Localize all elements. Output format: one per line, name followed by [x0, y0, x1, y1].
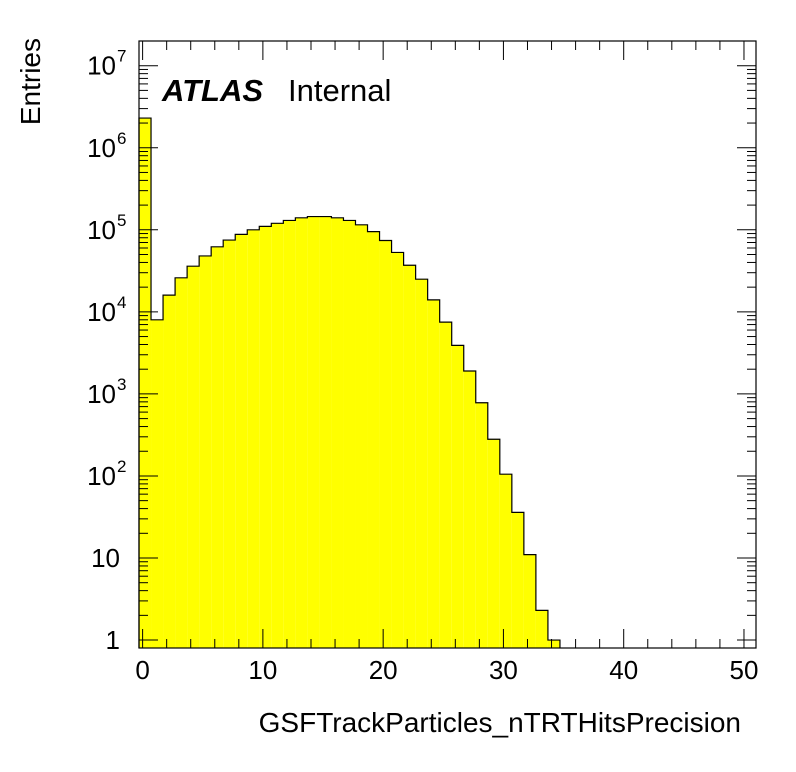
histogram-bin [223, 240, 236, 649]
y-tick-label: 1 [106, 625, 120, 655]
histogram-bin [199, 255, 212, 648]
histogram-bin [187, 266, 200, 648]
histogram-bin [535, 610, 548, 648]
histogram-bin [511, 512, 524, 648]
y-tick-exponent: 6 [117, 129, 126, 148]
histogram-bin [475, 402, 488, 648]
histogram-bin [367, 231, 380, 648]
histogram-bin [151, 319, 164, 648]
x-tick-label: 0 [135, 655, 149, 685]
histogram-bin [415, 279, 428, 648]
histogram-bin [547, 640, 560, 648]
histogram-bin [163, 295, 176, 648]
y-tick-label: 10 [87, 461, 116, 491]
histogram-bin [247, 229, 260, 649]
histogram-bin [343, 220, 356, 648]
x-axis-title: GSFTrackParticles_nTRTHitsPrecision [259, 707, 741, 738]
histogram-bin [499, 474, 512, 648]
histogram-bin [427, 299, 440, 648]
histogram-bin [259, 226, 272, 648]
histogram-outline [138, 117, 561, 648]
y-tick-label: 10 [91, 543, 120, 573]
histogram-bin [391, 252, 404, 649]
histogram-bin [211, 246, 224, 648]
histogram-bin [451, 345, 464, 648]
atlas-label: ATLAS [161, 73, 263, 108]
histogram-bin [403, 265, 416, 648]
histogram-bin [139, 118, 152, 648]
internal-label: Internal [288, 73, 391, 108]
y-tick-exponent: 7 [117, 47, 126, 66]
y-tick-exponent: 3 [117, 375, 126, 394]
histogram-bin [175, 277, 188, 648]
x-tick-label: 10 [248, 655, 277, 685]
x-tick-label: 20 [369, 655, 398, 685]
histogram-bin [295, 217, 308, 648]
y-tick-exponent: 2 [117, 457, 126, 476]
histogram-bin [331, 217, 344, 648]
y-tick-label: 10 [87, 379, 116, 409]
histogram-bin [235, 234, 248, 648]
histogram-bin [355, 224, 368, 648]
axis-ticks [139, 40, 756, 648]
histogram-bin [271, 223, 284, 649]
histogram-bars [138, 117, 561, 649]
x-tick-label: 50 [730, 655, 759, 685]
histogram-bin [307, 216, 320, 648]
x-tick-label: 40 [609, 655, 638, 685]
histogram-bin [379, 240, 392, 648]
y-axis-title: Entries [15, 38, 46, 125]
y-tick-label: 10 [87, 297, 116, 327]
x-tick-label: 30 [489, 655, 518, 685]
y-tick-label: 10 [87, 51, 116, 81]
y-tick-exponent: 5 [117, 211, 126, 230]
histogram-bin [487, 439, 500, 648]
histogram-bin [439, 322, 452, 648]
y-tick-label: 10 [87, 133, 116, 163]
y-tick-label: 10 [87, 215, 116, 245]
histogram-bin [463, 371, 476, 648]
histogram-bin [523, 554, 536, 648]
histogram-bin [283, 220, 296, 648]
histogram-bin [319, 216, 332, 648]
y-tick-exponent: 4 [117, 293, 126, 312]
